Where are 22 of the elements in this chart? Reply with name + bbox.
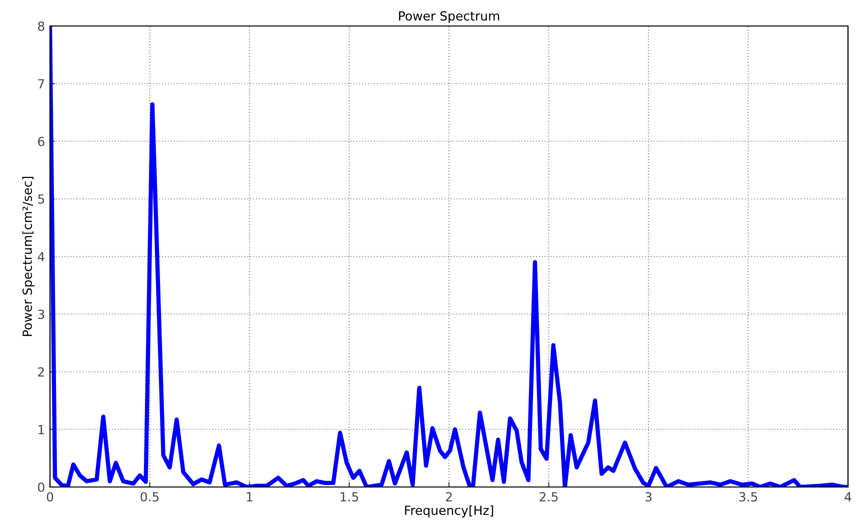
y-tick-label: 7 bbox=[38, 79, 44, 88]
x-tick-label: 3 bbox=[645, 492, 652, 502]
x-tick-label: 1 bbox=[246, 492, 252, 502]
y-axis-title: Power Spectrum[cm²/sec] bbox=[22, 176, 34, 336]
x-tick-label: 3.5 bbox=[739, 492, 758, 502]
y-tick-label: 5 bbox=[38, 194, 44, 204]
y-tick-label: 1 bbox=[38, 425, 44, 434]
x-tick-label: 2.5 bbox=[540, 492, 558, 502]
y-tick-label: 4 bbox=[38, 252, 44, 262]
x-tick-label: 2 bbox=[446, 492, 452, 502]
y-tick-label: 8 bbox=[38, 21, 44, 31]
line-series bbox=[50, 26, 848, 487]
x-tick-label: 4 bbox=[844, 492, 852, 502]
x-tick-label: 0 bbox=[46, 492, 54, 502]
y-tick-label: 0 bbox=[38, 482, 44, 492]
x-tick-label: 0.5 bbox=[140, 492, 159, 502]
y-tick-label: 3 bbox=[38, 310, 44, 320]
y-tick-label: 6 bbox=[38, 136, 44, 146]
x-axis-title: Frequency[Hz] bbox=[405, 505, 494, 518]
y-tick-label: 2 bbox=[38, 367, 44, 376]
chart-title: Power Spectrum bbox=[399, 11, 500, 24]
x-tick-label: 1.5 bbox=[340, 492, 358, 502]
